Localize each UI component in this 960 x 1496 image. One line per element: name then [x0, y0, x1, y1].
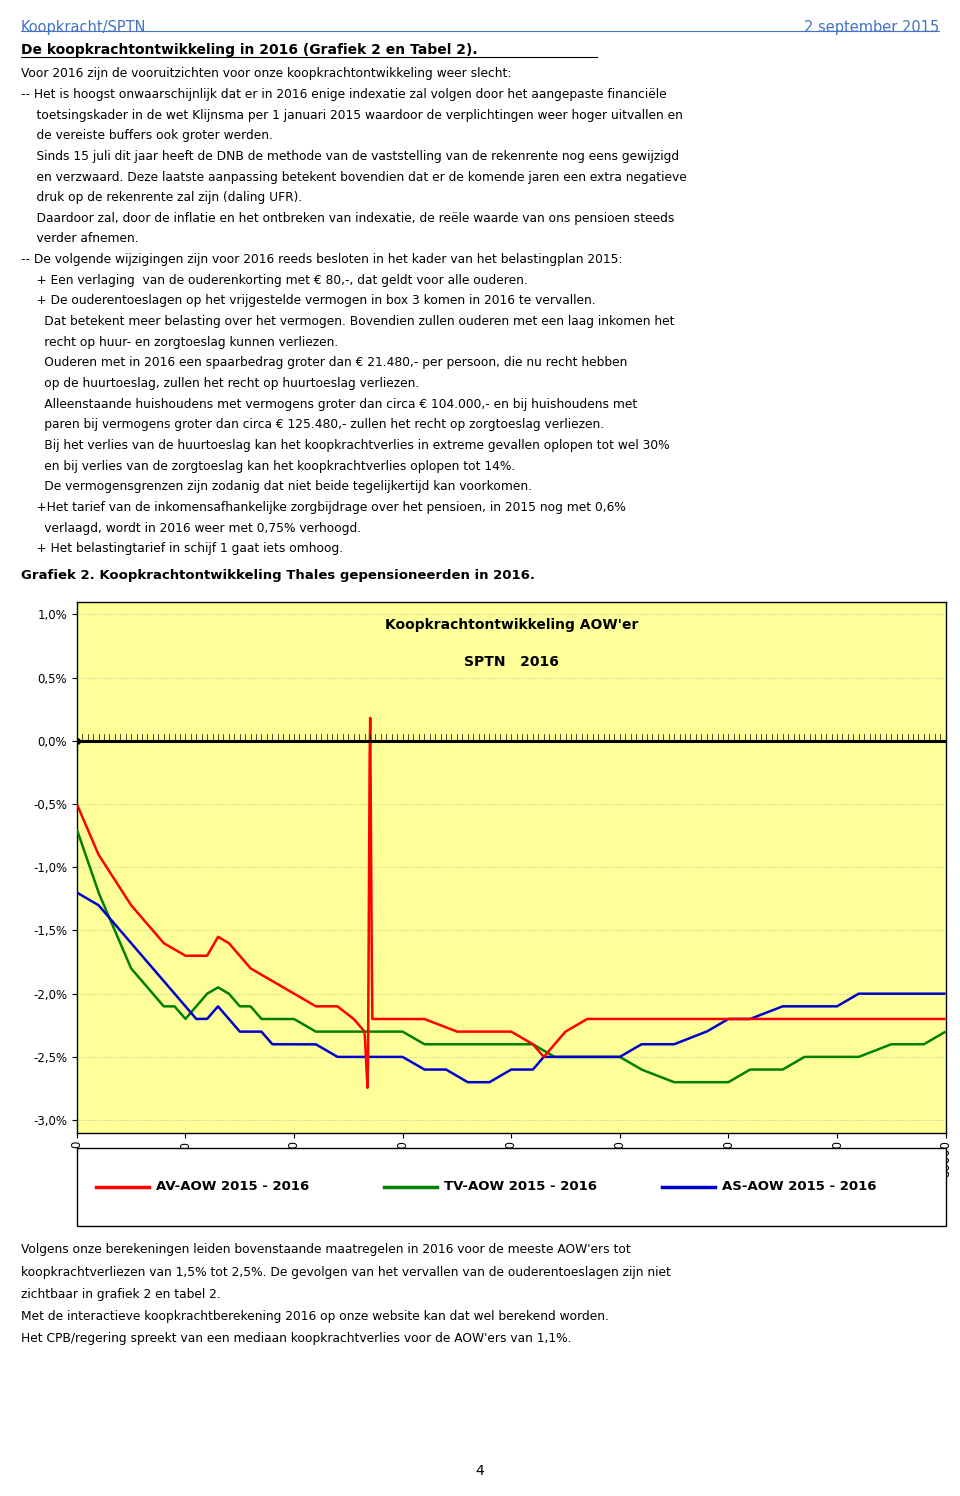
- Text: druk op de rekenrente zal zijn (daling UFR).: druk op de rekenrente zal zijn (daling U…: [21, 191, 302, 203]
- Text: Dat betekent meer belasting over het vermogen. Bovendien zullen ouderen met een : Dat betekent meer belasting over het ver…: [21, 316, 675, 328]
- Text: Alleenstaande huishoudens met vermogens groter dan circa € 104.000,- en bij huis: Alleenstaande huishoudens met vermogens …: [21, 398, 637, 410]
- Text: Bij het verlies van de huurtoeslag kan het koopkrachtverlies in extreme gevallen: Bij het verlies van de huurtoeslag kan h…: [21, 438, 670, 452]
- Text: +Het tarief van de inkomensafhankelijke zorgbijdrage over het pensioen, in 2015 : +Het tarief van de inkomensafhankelijke …: [21, 501, 626, 513]
- Text: op de huurtoeslag, zullen het recht op huurtoeslag verliezen.: op de huurtoeslag, zullen het recht op h…: [21, 377, 420, 390]
- Text: TV-AOW 2015 - 2016: TV-AOW 2015 - 2016: [444, 1180, 596, 1194]
- Text: koopkrachtverliezen van 1,5% tot 2,5%. De gevolgen van het vervallen van de oude: koopkrachtverliezen van 1,5% tot 2,5%. D…: [21, 1266, 671, 1279]
- Text: + De ouderentoeslagen op het vrijgestelde vermogen in box 3 komen in 2016 te ver: + De ouderentoeslagen op het vrijgesteld…: [21, 295, 596, 307]
- Text: zichtbaar in grafiek 2 en tabel 2.: zichtbaar in grafiek 2 en tabel 2.: [21, 1288, 221, 1300]
- Text: Koopkrachtontwikkeling AOW'er: Koopkrachtontwikkeling AOW'er: [385, 618, 637, 631]
- Text: Met de interactieve koopkrachtberekening 2016 op onze website kan dat wel bereke: Met de interactieve koopkrachtberekening…: [21, 1310, 609, 1322]
- Text: Daardoor zal, door de inflatie en het ontbreken van indexatie, de reële waarde v: Daardoor zal, door de inflatie en het on…: [21, 212, 675, 224]
- Text: Ouderen met in 2016 een spaarbedrag groter dan € 21.480,- per persoon, die nu re: Ouderen met in 2016 een spaarbedrag grot…: [21, 356, 628, 370]
- Text: 4: 4: [475, 1465, 485, 1478]
- Text: De koopkrachtontwikkeling in 2016 (Grafiek 2 en Tabel 2).: De koopkrachtontwikkeling in 2016 (Grafi…: [21, 43, 478, 57]
- Text: Het CPB/regering spreekt van een mediaan koopkrachtverlies voor de AOW'ers van 1: Het CPB/regering spreekt van een mediaan…: [21, 1331, 571, 1345]
- Text: de vereiste buffers ook groter werden.: de vereiste buffers ook groter werden.: [21, 129, 273, 142]
- Text: Volgens onze berekeningen leiden bovenstaande maatregelen in 2016 voor de meeste: Volgens onze berekeningen leiden bovenst…: [21, 1243, 631, 1257]
- Text: 2 september 2015: 2 september 2015: [804, 19, 939, 36]
- Text: Koopkracht/SPTN: Koopkracht/SPTN: [21, 19, 147, 36]
- Text: recht op huur- en zorgtoeslag kunnen verliezen.: recht op huur- en zorgtoeslag kunnen ver…: [21, 335, 338, 349]
- Text: De vermogensgrenzen zijn zodanig dat niet beide tegelijkertijd kan voorkomen.: De vermogensgrenzen zijn zodanig dat nie…: [21, 480, 532, 494]
- Text: Voor 2016 zijn de vooruitzichten voor onze koopkrachtontwikkeling weer slecht:: Voor 2016 zijn de vooruitzichten voor on…: [21, 67, 512, 81]
- Text: Grafiek 2. Koopkrachtontwikkeling Thales gepensioneerden in 2016.: Grafiek 2. Koopkrachtontwikkeling Thales…: [21, 568, 535, 582]
- Text: en bij verlies van de zorgtoeslag kan het koopkrachtverlies oplopen tot 14%.: en bij verlies van de zorgtoeslag kan he…: [21, 459, 516, 473]
- Text: -- De volgende wijzigingen zijn voor 2016 reeds besloten in het kader van het be: -- De volgende wijzigingen zijn voor 201…: [21, 253, 623, 266]
- Text: -- Het is hoogst onwaarschijnlijk dat er in 2016 enige indexatie zal volgen door: -- Het is hoogst onwaarschijnlijk dat er…: [21, 88, 667, 100]
- Text: + Het belastingtarief in schijf 1 gaat iets omhoog.: + Het belastingtarief in schijf 1 gaat i…: [21, 542, 344, 555]
- Text: verlaagd, wordt in 2016 weer met 0,75% verhoogd.: verlaagd, wordt in 2016 weer met 0,75% v…: [21, 522, 361, 534]
- Text: verder afnemen.: verder afnemen.: [21, 232, 139, 245]
- Text: + Een verlaging  van de ouderenkorting met € 80,-, dat geldt voor alle ouderen.: + Een verlaging van de ouderenkorting me…: [21, 274, 528, 287]
- Text: en verzwaard. Deze laatste aanpassing betekent bovendien dat er de komende jaren: en verzwaard. Deze laatste aanpassing be…: [21, 171, 686, 184]
- Text: toetsingskader in de wet Klijnsma per 1 januari 2015 waardoor de verplichtingen : toetsingskader in de wet Klijnsma per 1 …: [21, 109, 683, 121]
- Text: Sinds 15 juli dit jaar heeft de DNB de methode van de vaststelling van de rekenr: Sinds 15 juli dit jaar heeft de DNB de m…: [21, 150, 680, 163]
- Text: AV-AOW 2015 - 2016: AV-AOW 2015 - 2016: [156, 1180, 309, 1194]
- Text: AS-AOW 2015 - 2016: AS-AOW 2015 - 2016: [722, 1180, 876, 1194]
- Text: paren bij vermogens groter dan circa € 125.480,- zullen het recht op zorgtoeslag: paren bij vermogens groter dan circa € 1…: [21, 419, 604, 431]
- Text: SPTN   2016: SPTN 2016: [464, 655, 559, 669]
